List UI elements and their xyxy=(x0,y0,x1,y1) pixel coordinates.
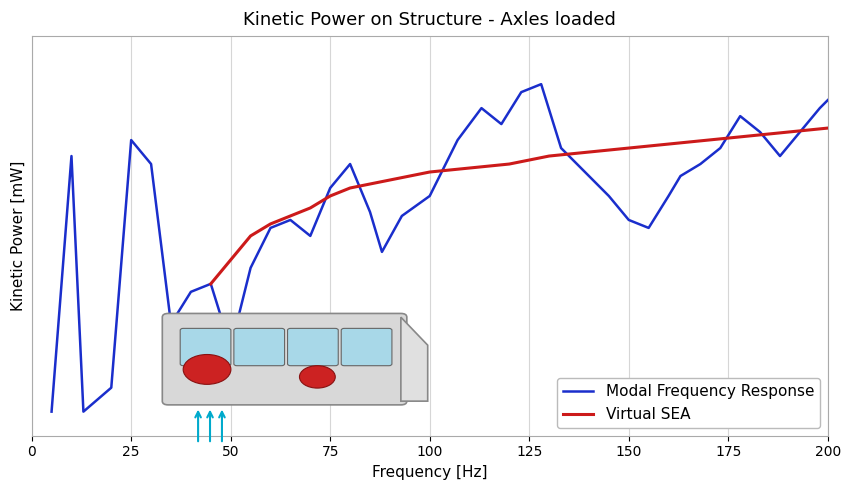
Modal Frequency Response xyxy=(795,129,805,135)
Virtual SEA xyxy=(464,165,475,171)
Modal Frequency Response xyxy=(265,225,275,231)
Virtual SEA xyxy=(823,125,833,131)
Virtual SEA xyxy=(584,149,594,155)
Line: Virtual SEA: Virtual SEA xyxy=(210,128,828,284)
Virtual SEA xyxy=(245,233,256,239)
Modal Frequency Response xyxy=(496,121,506,127)
Circle shape xyxy=(300,366,336,388)
Modal Frequency Response xyxy=(166,321,176,327)
Title: Kinetic Power on Structure - Axles loaded: Kinetic Power on Structure - Axles loade… xyxy=(244,11,616,29)
Virtual SEA xyxy=(783,129,793,135)
Virtual SEA xyxy=(226,257,236,263)
Modal Frequency Response xyxy=(604,193,614,199)
Virtual SEA xyxy=(664,141,674,147)
Y-axis label: Kinetic Power [mW]: Kinetic Power [mW] xyxy=(11,161,26,311)
Modal Frequency Response xyxy=(47,409,57,414)
Modal Frequency Response xyxy=(325,185,336,191)
Virtual SEA xyxy=(345,185,355,191)
FancyBboxPatch shape xyxy=(162,313,407,405)
Virtual SEA xyxy=(424,169,435,175)
Modal Frequency Response xyxy=(695,161,705,167)
Virtual SEA xyxy=(365,181,375,187)
Line: Modal Frequency Response: Modal Frequency Response xyxy=(52,84,828,411)
Virtual SEA xyxy=(265,221,275,227)
Modal Frequency Response xyxy=(146,161,156,167)
Virtual SEA xyxy=(624,145,634,151)
Modal Frequency Response xyxy=(735,113,746,119)
Legend: Modal Frequency Response, Virtual SEA: Modal Frequency Response, Virtual SEA xyxy=(556,378,820,428)
Modal Frequency Response xyxy=(186,289,196,295)
Modal Frequency Response xyxy=(377,249,387,255)
Modal Frequency Response xyxy=(285,217,296,223)
Modal Frequency Response xyxy=(365,209,375,215)
Modal Frequency Response xyxy=(584,173,594,179)
Modal Frequency Response xyxy=(664,193,674,199)
Virtual SEA xyxy=(504,161,515,167)
Modal Frequency Response xyxy=(78,409,89,414)
Virtual SEA xyxy=(325,193,336,199)
Modal Frequency Response xyxy=(397,213,407,219)
Modal Frequency Response xyxy=(126,137,136,143)
Modal Frequency Response xyxy=(536,81,546,87)
Modal Frequency Response xyxy=(556,145,567,151)
Virtual SEA xyxy=(743,133,753,139)
Modal Frequency Response xyxy=(516,89,527,95)
Modal Frequency Response xyxy=(305,233,315,239)
FancyBboxPatch shape xyxy=(233,328,285,366)
Modal Frequency Response xyxy=(823,97,833,103)
Virtual SEA xyxy=(544,153,555,159)
Circle shape xyxy=(183,355,231,384)
Modal Frequency Response xyxy=(205,281,216,287)
Virtual SEA xyxy=(205,281,216,287)
Modal Frequency Response xyxy=(643,225,653,231)
FancyBboxPatch shape xyxy=(181,328,231,366)
Modal Frequency Response xyxy=(452,137,463,143)
Virtual SEA xyxy=(703,137,713,143)
Modal Frequency Response xyxy=(345,161,355,167)
Virtual SEA xyxy=(405,173,415,179)
Modal Frequency Response xyxy=(66,153,77,159)
Modal Frequency Response xyxy=(424,193,435,199)
FancyBboxPatch shape xyxy=(288,328,338,366)
Modal Frequency Response xyxy=(755,129,765,135)
Modal Frequency Response xyxy=(774,153,785,159)
X-axis label: Frequency [Hz]: Frequency [Hz] xyxy=(372,465,487,480)
Modal Frequency Response xyxy=(226,345,236,351)
Modal Frequency Response xyxy=(676,173,686,179)
Modal Frequency Response xyxy=(245,265,256,271)
Virtual SEA xyxy=(385,177,395,183)
FancyBboxPatch shape xyxy=(341,328,392,366)
Modal Frequency Response xyxy=(476,105,486,111)
Modal Frequency Response xyxy=(715,145,725,151)
Polygon shape xyxy=(400,317,428,401)
Modal Frequency Response xyxy=(624,217,634,223)
Virtual SEA xyxy=(305,205,315,211)
Modal Frequency Response xyxy=(106,385,117,391)
Modal Frequency Response xyxy=(815,105,825,111)
Virtual SEA xyxy=(285,213,296,219)
